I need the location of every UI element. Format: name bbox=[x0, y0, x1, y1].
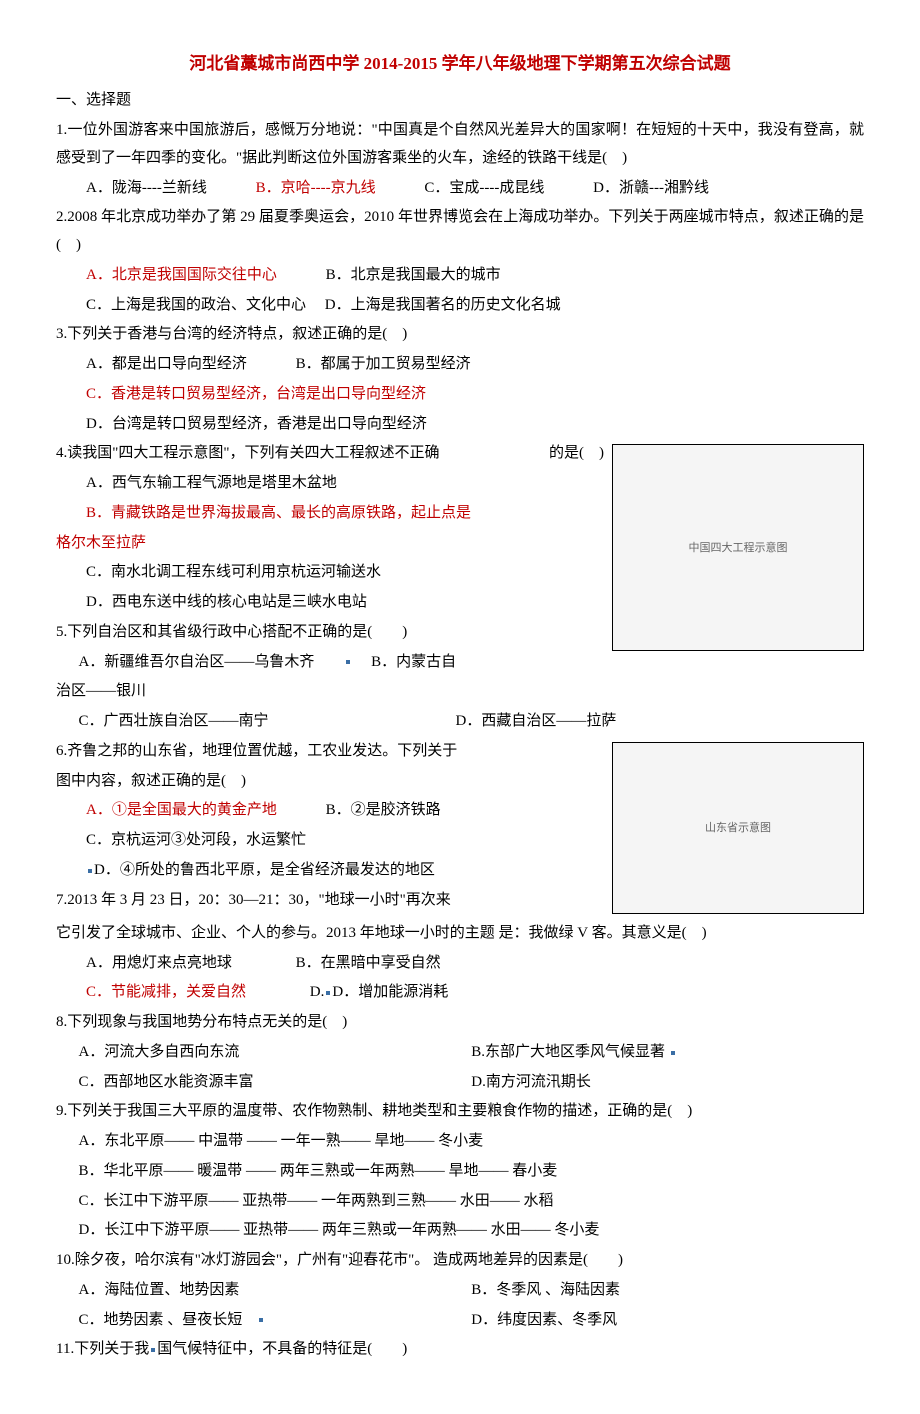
q7-stem2: 它引发了全球城市、企业、个人的参与。2013 年地球一小时的主 bbox=[56, 925, 480, 941]
q3-opt-a: A．都是出口导向型经济 bbox=[86, 356, 247, 372]
q8-row2: C．西部地区水能资源丰富 D.南方河流汛期长 bbox=[56, 1069, 864, 1097]
q1-opt-b: B．京哈----京九线 bbox=[256, 180, 376, 196]
q10-opt-d: D．纬度因素、冬季风 bbox=[471, 1307, 864, 1335]
dot-icon bbox=[326, 991, 330, 995]
q10-opt-a: A．海陆位置、地势因素 bbox=[79, 1277, 472, 1305]
q1-opt-d: D．浙赣---湘黔线 bbox=[593, 180, 709, 196]
q8-opt-a: A．河流大多自西向东流 bbox=[79, 1039, 472, 1067]
question-9: 9.下列关于我国三大平原的温度带、农作物熟制、耕地类型和主要粮食作物的描述，正确… bbox=[56, 1098, 864, 1126]
q7-d-text: D．增加能源消耗 bbox=[332, 984, 448, 1000]
page-title: 河北省藁城市尚西中学 2014-2015 学年八年级地理下学期第五次综合试题 bbox=[56, 48, 864, 79]
q8-opt-b: B.东部广大地区季风气候显著 bbox=[471, 1039, 864, 1067]
q10-row1: A．海陆位置、地势因素 B．冬季风 、海陆因素 bbox=[56, 1277, 864, 1305]
q4-stem1: 4.读我国"四大工程示意图"，下列有关四大工程叙述不正确 bbox=[56, 445, 440, 461]
q7-opt-b: B．在黑暗中享受自然 bbox=[296, 955, 441, 971]
dot-icon bbox=[88, 869, 92, 873]
q2-options-row2: C．上海是我国的政治、文化中心 D．上海是我国著名的历史文化名城 bbox=[56, 292, 864, 320]
question-10: 10.除夕夜，哈尔滨有"冰灯游园会"，广州有"迎春花市"。 造成两地差异的因素是… bbox=[56, 1247, 864, 1275]
q7-stem1: 7.2013 年 3 月 23 日，20：30—21：30，"地球一小时"再次来 bbox=[56, 892, 451, 908]
q1-stem: 1.一位外国游客来中国旅游后，感慨万分地说："中国真是个自然风光差异大的国家啊！… bbox=[56, 122, 864, 166]
question-1: 1.一位外国游客来中国旅游后，感慨万分地说："中国真是个自然风光差异大的国家啊！… bbox=[56, 117, 864, 173]
dot-icon bbox=[671, 1051, 675, 1055]
q5-opt-a: A．新疆维吾尔自治区——乌鲁木齐 bbox=[79, 654, 315, 670]
q3-opt-d: D．台湾是转口贸易型经济，香港是出口导向型经济 bbox=[56, 411, 864, 439]
q2-opt-d: D．上海是我国著名的历史文化名城 bbox=[325, 297, 561, 313]
q9-opt-c: C．长江中下游平原—— 亚热带—— 一年两熟到三熟—— 水田—— 水稻 bbox=[56, 1188, 864, 1216]
q7-opt-c: C．节能减排，关爱自然 bbox=[86, 984, 246, 1000]
china-projects-map: 中国四大工程示意图 bbox=[612, 444, 864, 651]
q5-row2: C．广西壮族自治区——南宁 D．西藏自治区——拉萨 bbox=[56, 708, 864, 736]
map-label-2: 山东省示意图 bbox=[705, 818, 771, 838]
q1-options: A．陇海----兰新线 B．京哈----京九线 C．宝成----成昆线 D．浙赣… bbox=[56, 175, 864, 203]
q6-opt-a: A．①是全国最大的黄金产地 bbox=[86, 802, 277, 818]
question-11: 11.下列关于我国气候特征中，不具备的特征是( ) bbox=[56, 1336, 864, 1364]
q11-pre: 11.下列关于我 bbox=[56, 1341, 149, 1357]
dot-icon bbox=[346, 660, 350, 664]
q5-opt-b1: B．内蒙古自 bbox=[371, 654, 456, 670]
q5-opt-c: C．广西壮族自治区——南宁 bbox=[79, 708, 456, 736]
q7-row2: C．节能减排，关爱自然 D.D．增加能源消耗 bbox=[56, 979, 864, 1007]
q4-stem-tail: 的是( ) bbox=[549, 440, 604, 468]
q6-stem1: 6.齐鲁之邦的山东省，地理位置优越，工农业发达。下列关于 bbox=[56, 743, 457, 759]
q3-opt-b: B．都属于加工贸易型经济 bbox=[296, 356, 471, 372]
q3-opt-c: C．香港是转口贸易型经济，台湾是出口导向型经济 bbox=[56, 381, 864, 409]
q9-opt-b: B．华北平原—— 暖温带 —— 两年三熟或一年两熟—— 旱地—— 春小麦 bbox=[56, 1158, 864, 1186]
q2-opt-b: B．北京是我国最大的城市 bbox=[326, 267, 501, 283]
q5-opt-b2: 治区——银川 bbox=[56, 678, 864, 706]
q8-opt-c: C．西部地区水能资源丰富 bbox=[79, 1069, 472, 1097]
q2-opt-c: C．上海是我国的政治、文化中心 bbox=[86, 297, 306, 313]
q8-b-text: B.东部广大地区季风气候显著 bbox=[471, 1044, 665, 1060]
q6-d-text: D．④所处的鲁西北平原，是全省经济最发达的地区 bbox=[94, 862, 435, 878]
question-2: 2.2008 年北京成功举办了第 29 届夏季奥运会，2010 年世界博览会在上… bbox=[56, 204, 864, 260]
shandong-map: 山东省示意图 bbox=[612, 742, 864, 914]
q11-post: 国气候特征中，不具备的特征是( ) bbox=[157, 1341, 407, 1357]
q5-opt-d: D．西藏自治区——拉萨 bbox=[456, 708, 864, 736]
q7-opt-d: D.D．增加能源消耗 bbox=[310, 984, 448, 1000]
question-8: 8.下列现象与我国地势分布特点无关的是( ) bbox=[56, 1009, 864, 1037]
map-label-1: 中国四大工程示意图 bbox=[689, 538, 788, 558]
q2-options-row1: A．北京是我国国际交往中心 B．北京是我国最大的城市 bbox=[56, 262, 864, 290]
q6-opt-b: B．②是胶济铁路 bbox=[326, 802, 441, 818]
q9-opt-a: A．东北平原—— 中温带 —— 一年一熟—— 旱地—— 冬小麦 bbox=[56, 1128, 864, 1156]
dot-icon bbox=[259, 1318, 263, 1322]
q2-opt-a: A．北京是我国国际交往中心 bbox=[86, 267, 277, 283]
q9-opt-d: D．长江中下游平原—— 亚热带—— 两年三熟或一年两熟—— 水田—— 冬小麦 bbox=[56, 1217, 864, 1245]
q8-opt-d: D.南方河流汛期长 bbox=[471, 1069, 864, 1097]
question-7-l2: 它引发了全球城市、企业、个人的参与。2013 年地球一小时的主题 是：我做绿 V… bbox=[56, 920, 864, 948]
q4-b1: B．青藏铁路是世界海拔最高、最长的高原铁路，起止点是 bbox=[86, 505, 471, 521]
q7-stem21: 题 bbox=[480, 925, 495, 941]
q10-opt-b: B．冬季风 、海陆因素 bbox=[471, 1277, 864, 1305]
q7-stem3: 是：我做绿 V 客。其意义是( ) bbox=[499, 925, 707, 941]
q7-row1: A．用熄灯来点亮地球 B．在黑暗中享受自然 bbox=[56, 950, 864, 978]
q1-opt-a: A．陇海----兰新线 bbox=[86, 180, 207, 196]
q10-c-text: C．地势因素 、昼夜长短 bbox=[79, 1312, 243, 1328]
q7-opt-a: A．用熄灯来点亮地球 bbox=[86, 955, 232, 971]
section-heading: 一、选择题 bbox=[56, 87, 864, 115]
q1-opt-c: C．宝成----成昆线 bbox=[424, 180, 544, 196]
q8-row1: A．河流大多自西向东流 B.东部广大地区季风气候显著 bbox=[56, 1039, 864, 1067]
q10-opt-c: C．地势因素 、昼夜长短 bbox=[79, 1307, 472, 1335]
question-3: 3.下列关于香港与台湾的经济特点，叙述正确的是( ) bbox=[56, 321, 864, 349]
q5-row1: A．新疆维吾尔自治区——乌鲁木齐 B．内蒙古自 bbox=[56, 649, 864, 677]
dot-icon bbox=[151, 1348, 155, 1352]
q10-row2: C．地势因素 、昼夜长短 D．纬度因素、冬季风 bbox=[56, 1307, 864, 1335]
q3-opt-row1: A．都是出口导向型经济 B．都属于加工贸易型经济 bbox=[56, 351, 864, 379]
